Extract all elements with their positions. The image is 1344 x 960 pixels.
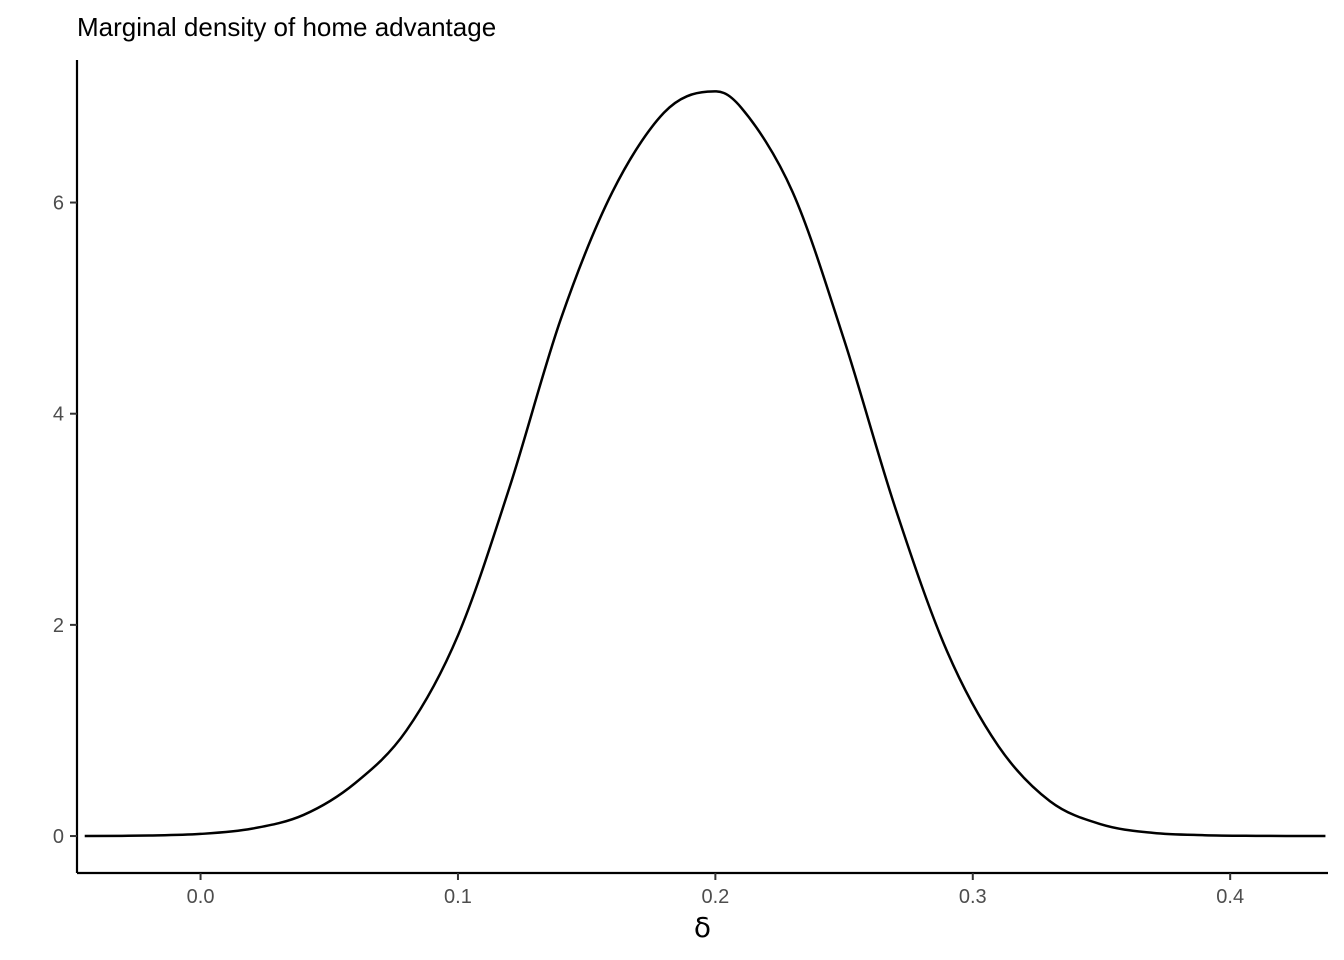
y-tick-label: 0: [53, 826, 64, 848]
chart-title: Marginal density of home advantage: [77, 12, 496, 42]
x-axis-title: δ: [694, 911, 711, 944]
x-tick-label: 0.1: [444, 886, 472, 908]
density-curve: [84, 90, 1326, 838]
y-tick-label: 4: [53, 404, 64, 426]
y-tick-label: 2: [53, 615, 64, 637]
x-tick-label: 0.0: [187, 886, 215, 908]
x-tick-label: 0.2: [701, 886, 729, 908]
x-tick-label: 0.3: [959, 886, 987, 908]
y-tick-label: 6: [53, 193, 64, 215]
x-axis-ticks: 0.0 0.1 0.2 0.3 0.4: [187, 873, 1244, 908]
y-axis-ticks: 0 2 4 6: [53, 193, 77, 848]
x-tick-label: 0.4: [1216, 886, 1244, 908]
